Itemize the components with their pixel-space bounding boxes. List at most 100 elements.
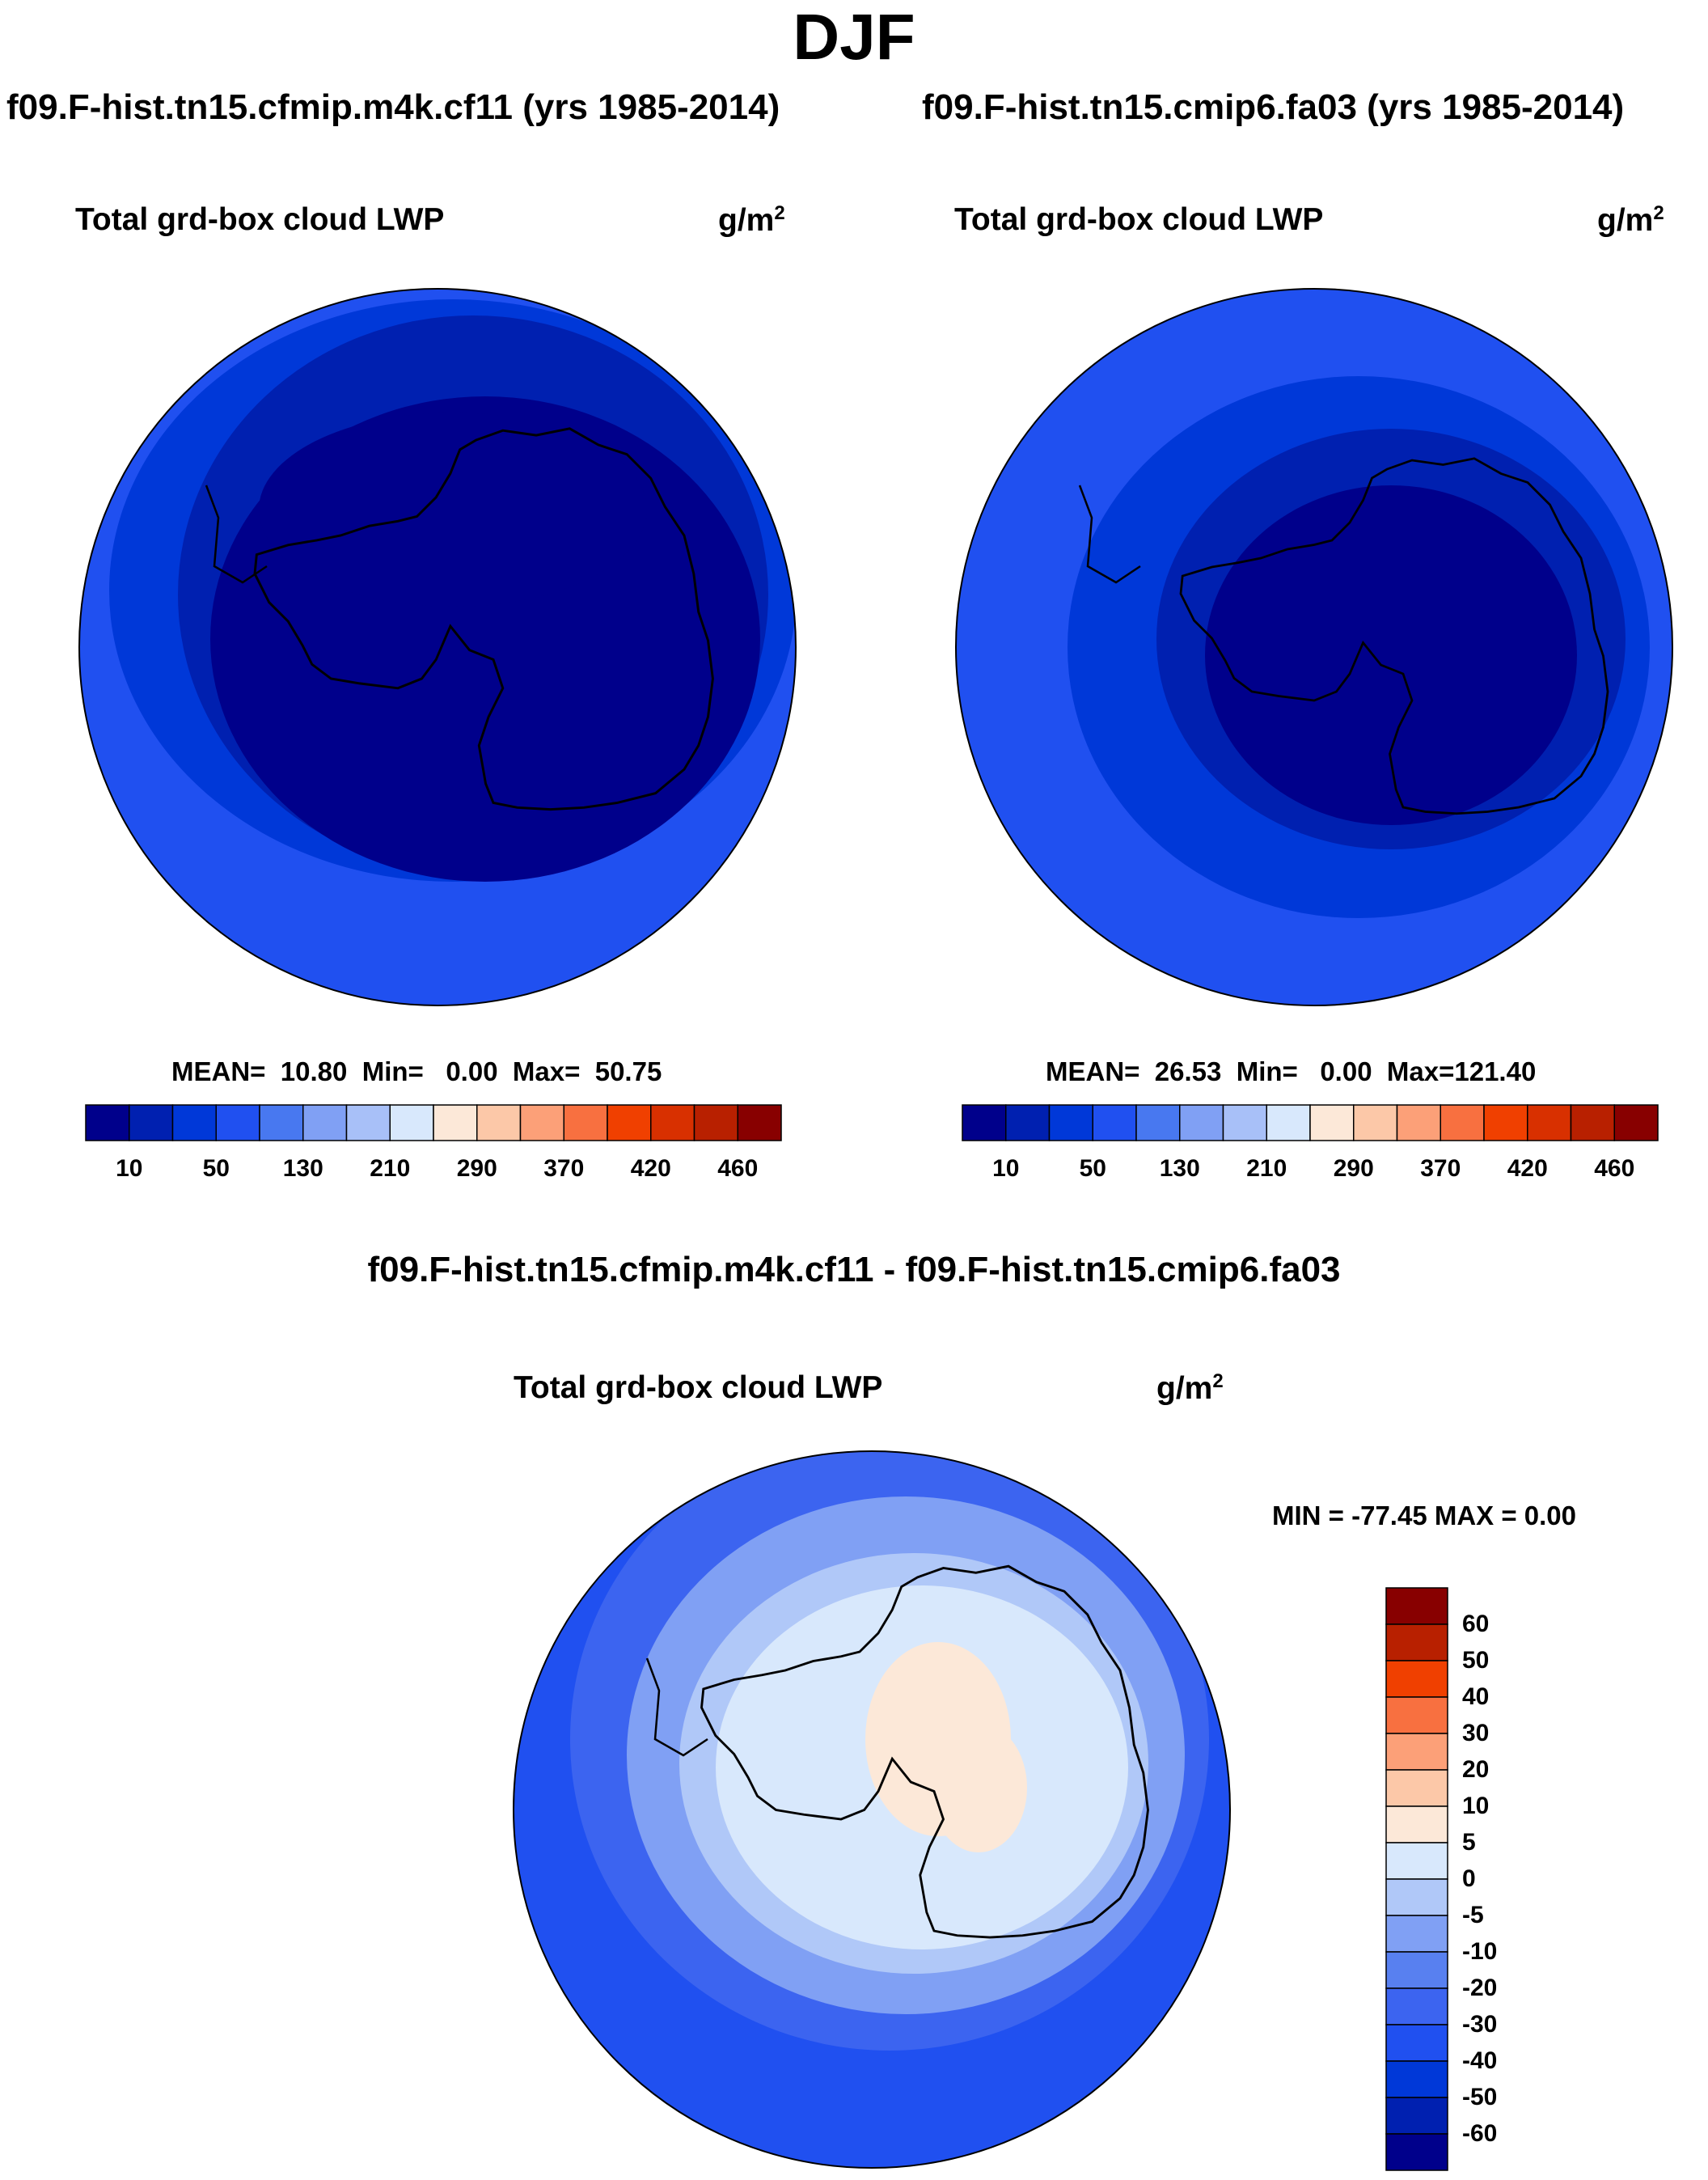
diff-variable-label: Total grd-box cloud LWP	[514, 1370, 883, 1405]
diff-colorbar-swatch-12	[1385, 2024, 1448, 2062]
right-colorbar-swatch-5	[1179, 1104, 1224, 1141]
left-colorbar-swatch-6	[345, 1104, 391, 1141]
diff-colorbar-tick-label: 40	[1462, 1683, 1490, 1710]
right-colorbar-tick-label: 420	[1507, 1155, 1548, 1182]
left-colorbar-swatch-7	[389, 1104, 434, 1141]
right-colorbar-swatch-11	[1440, 1104, 1485, 1141]
diff-colorbar-tick-label: -5	[1462, 1902, 1484, 1928]
left-map-antarctic-region-north	[259, 413, 647, 607]
right-colorbar-swatch-8	[1309, 1104, 1355, 1141]
diff-colorbar-swatch-5	[1385, 1769, 1448, 1807]
left-colorbar-tick-label: 50	[202, 1155, 230, 1182]
left-colorbar-swatch-8	[433, 1104, 478, 1141]
diff-colorbar	[1385, 1587, 1448, 2171]
right-colorbar-swatch-4	[1135, 1104, 1181, 1141]
left-map	[79, 289, 796, 1005]
right-map	[956, 289, 1672, 1005]
left-colorbar-swatch-0	[85, 1104, 130, 1141]
left-stats: MEAN= 10.80 Min= 0.00 Max= 50.75	[171, 1056, 662, 1086]
diff-colorbar-swatch-14	[1385, 2097, 1448, 2135]
right-colorbar-tick-label: 460	[1594, 1155, 1635, 1182]
right-colorbar-swatch-10	[1396, 1104, 1441, 1141]
diff-colorbar-tick-label: 60	[1462, 1611, 1490, 1637]
right-colorbar-swatch-7	[1266, 1104, 1311, 1141]
left-colorbar-swatch-9	[476, 1104, 522, 1141]
right-colorbar-tick-label: 130	[1159, 1155, 1200, 1182]
diff-case-title: f09.F-hist.tn15.cfmip.m4k.cf11 - f09.F-h…	[367, 1250, 1341, 1289]
diff-colorbar-tick-label: -40	[1462, 2047, 1498, 2074]
diff-colorbar-tick-label: 50	[1462, 1647, 1490, 1674]
diff-colorbar-swatch-6	[1385, 1805, 1448, 1843]
right-map-antarctic-interior	[1205, 485, 1577, 825]
right-colorbar-swatch-14	[1570, 1104, 1615, 1141]
diff-colorbar-swatch-8	[1385, 1878, 1448, 1916]
right-colorbar-swatch-15	[1613, 1104, 1659, 1141]
diff-colorbar-tick-label: -60	[1462, 2120, 1498, 2147]
left-colorbar-tick-label: 130	[282, 1155, 323, 1182]
left-colorbar-swatch-3	[215, 1104, 260, 1141]
diff-colorbar-swatch-0	[1385, 1587, 1448, 1625]
diff-units-label: g/m2	[1156, 1370, 1224, 1406]
left-colorbar-swatch-2	[171, 1104, 217, 1141]
diff-colorbar-swatch-3	[1385, 1696, 1448, 1734]
diff-colorbar-tick-label: -20	[1462, 1975, 1498, 2001]
diff-map-peninsula	[645, 1657, 708, 1757]
right-colorbar-swatch-3	[1092, 1104, 1137, 1141]
diff-colorbar-tick-label: -30	[1462, 2011, 1498, 2038]
right-map-peninsula	[1078, 485, 1141, 584]
left-colorbar-tick-label: 420	[630, 1155, 671, 1182]
left-colorbar-swatch-14	[693, 1104, 738, 1141]
diff-map-positive-patch-2	[930, 1723, 1027, 1852]
left-colorbar-swatch-12	[607, 1104, 652, 1141]
left-colorbar-tick-label: 290	[456, 1155, 497, 1182]
diff-minmax: MIN = -77.45 MAX = 0.00	[1272, 1501, 1577, 1530]
left-colorbar-swatch-1	[129, 1104, 174, 1141]
right-colorbar-tick-label: 210	[1246, 1155, 1287, 1182]
right-colorbar-swatch-9	[1353, 1104, 1398, 1141]
left-colorbar-swatch-5	[302, 1104, 348, 1141]
diff-colorbar-swatch-13	[1385, 2060, 1448, 2098]
left-colorbar-swatch-10	[519, 1104, 564, 1141]
right-colorbar-tick-label: 10	[992, 1155, 1020, 1182]
right-map-frame	[955, 288, 1673, 1006]
right-colorbar-swatch-1	[1005, 1104, 1051, 1141]
left-colorbar-tick-label: 10	[116, 1155, 143, 1182]
figure-title: DJF	[793, 1, 915, 73]
right-colorbar-swatch-13	[1527, 1104, 1572, 1141]
left-variable-label: Total grd-box cloud LWP	[75, 202, 445, 237]
diff-colorbar-swatch-15	[1385, 2133, 1448, 2171]
diff-colorbar-tick-label: 0	[1462, 1865, 1476, 1892]
left-colorbar-swatch-11	[563, 1104, 608, 1141]
right-stats: MEAN= 26.53 Min= 0.00 Max=121.40	[1046, 1056, 1537, 1086]
right-units-label: g/m2	[1597, 202, 1664, 238]
diff-colorbar-swatch-9	[1385, 1915, 1448, 1953]
right-colorbar-swatch-2	[1048, 1104, 1093, 1141]
right-colorbar-tick-label: 370	[1420, 1155, 1461, 1182]
right-colorbar-tick-label: 50	[1079, 1155, 1106, 1182]
left-colorbar-swatch-13	[650, 1104, 695, 1141]
diff-colorbar-swatch-10	[1385, 1951, 1448, 1989]
left-colorbar-tick-label: 210	[370, 1155, 411, 1182]
left-map-peninsula	[205, 485, 268, 584]
right-variable-label: Total grd-box cloud LWP	[954, 202, 1324, 237]
left-units-label: g/m2	[718, 202, 785, 238]
diff-colorbar-swatch-7	[1385, 1842, 1448, 1880]
left-colorbar-swatch-4	[259, 1104, 304, 1141]
left-colorbar-tick-label: 460	[717, 1155, 759, 1182]
left-colorbar	[85, 1104, 782, 1141]
right-colorbar-swatch-6	[1222, 1104, 1267, 1141]
diff-map	[514, 1451, 1230, 2168]
diff-colorbar-tick-label: -50	[1462, 2084, 1498, 2110]
diff-colorbar-swatch-2	[1385, 1660, 1448, 1698]
diff-map-frame	[513, 1450, 1231, 2169]
left-map-frame	[78, 288, 797, 1006]
diff-colorbar-swatch-1	[1385, 1623, 1448, 1661]
left-case-title: f09.F-hist.tn15.cfmip.m4k.cf11 (yrs 1985…	[6, 87, 780, 127]
right-case-title: f09.F-hist.tn15.cmip6.fa03 (yrs 1985-201…	[922, 87, 1625, 127]
right-colorbar-swatch-0	[962, 1104, 1007, 1141]
diff-colorbar-tick-label: 5	[1462, 1829, 1476, 1856]
right-colorbar-swatch-12	[1483, 1104, 1528, 1141]
left-colorbar-swatch-15	[737, 1104, 782, 1141]
diff-colorbar-tick-label: -10	[1462, 1938, 1498, 1965]
